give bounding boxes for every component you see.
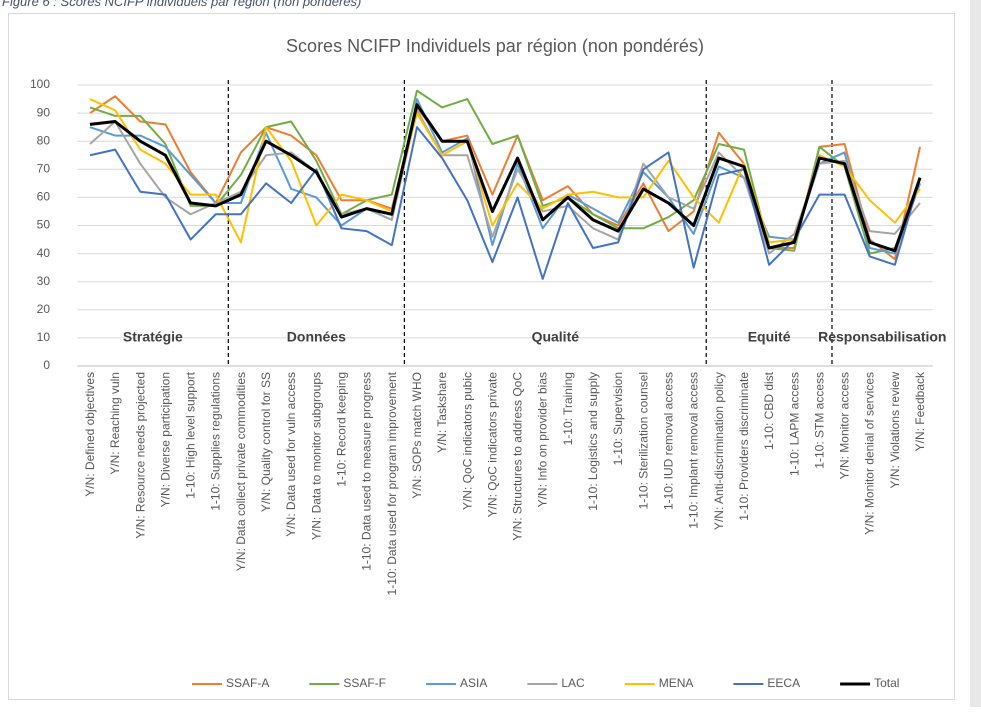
x-tick-label: 1-10: LAPM access xyxy=(787,372,801,476)
x-tick-label: 1-10: High level support xyxy=(184,371,198,498)
x-tick-label: Y/N: Data used for vuln access xyxy=(284,372,298,537)
x-tick-label: Y/N: Feedback xyxy=(913,371,927,451)
legend-label: SSAF-A xyxy=(226,676,269,690)
x-tick-label: 1-10: Supervision xyxy=(611,372,625,465)
y-tick-label: 90 xyxy=(37,105,51,119)
section-label: Equité xyxy=(748,329,791,345)
x-tick-label: Y/N: QoC indicators private xyxy=(485,372,499,518)
x-tick-label: Y/N: Monitor denial of services xyxy=(863,372,877,535)
chart-frame xyxy=(8,13,955,700)
y-tick-label: 30 xyxy=(37,274,51,288)
x-tick-label: 1-10: Sterilization counsel xyxy=(636,372,650,509)
x-tick-label: Y/N: Taskshare xyxy=(435,372,449,453)
y-tick-label: 60 xyxy=(37,190,51,204)
x-tick-label: 1-10: Training xyxy=(561,372,575,445)
x-tick-label: Y/N: Data to monitor subgroups xyxy=(309,372,323,540)
legend-label: SSAF-F xyxy=(343,676,386,690)
legend-label: Total xyxy=(874,676,899,690)
x-tick-label: 1-10: Logistics and supply xyxy=(586,372,600,511)
x-tick-label: Y/N: Resource needs projected xyxy=(133,372,147,539)
x-tick-label: Y/N: Monitor access xyxy=(838,372,852,479)
legend-label: EECA xyxy=(767,676,800,690)
x-tick-label: 1-10: Data used for program improvement xyxy=(385,371,399,595)
x-tick-label: Y/N: Reaching vuln xyxy=(108,372,122,475)
x-tick-label: 1-10: STM access xyxy=(812,372,826,469)
section-label: Qualité xyxy=(532,329,580,345)
caption: Figure 6 : Scores NCIFP individuels par … xyxy=(2,0,361,9)
legend-label: MENA xyxy=(659,676,694,690)
x-tick-label: Y/N: Diverse participation xyxy=(158,372,172,507)
x-tick-label: 1-10: CBD dist xyxy=(762,371,776,450)
x-tick-label: 1-10: IUD removal access xyxy=(661,372,675,510)
chart-title: Scores NCIFP Individuels par région (non… xyxy=(286,36,704,56)
x-tick-label: Y/N: Structures to address QoC xyxy=(511,372,525,541)
y-tick-label: 0 xyxy=(43,358,50,372)
y-tick-label: 50 xyxy=(37,218,51,232)
x-tick-label: 1-10: Record keeping xyxy=(335,372,349,487)
y-tick-label: 40 xyxy=(37,246,51,260)
x-tick-label: Y/N: Violations review xyxy=(888,372,902,489)
y-tick-label: 70 xyxy=(37,161,51,175)
x-tick-label: 1-10: Implant removal access xyxy=(687,372,701,529)
x-tick-label: Y/N: Info on provider bias xyxy=(536,372,550,507)
y-tick-label: 20 xyxy=(37,302,51,316)
series-line xyxy=(89,98,921,244)
scrollbar xyxy=(970,0,981,707)
x-tick-label: Y/N: Data collect private commodities xyxy=(234,372,248,571)
x-tick-label: Y/N: SOPs match WHO xyxy=(410,372,424,499)
legend-label: LAC xyxy=(561,676,585,690)
series-line xyxy=(89,103,922,253)
x-tick-label: 1-10: Providers discriminate xyxy=(737,372,751,521)
x-tick-label: 1-10: Data used to measure progress xyxy=(360,372,374,571)
series-line xyxy=(89,95,921,261)
y-tick-label: 10 xyxy=(37,330,51,344)
x-tick-label: Y/N: Anti-discrimination policy xyxy=(712,372,726,530)
section-label: Responsabilisation xyxy=(818,329,946,345)
x-tick-label: Y/N: Defined objectives xyxy=(83,372,97,497)
section-label: Stratégie xyxy=(123,329,183,345)
x-tick-label: Y/N: QoC indicators pubic xyxy=(460,372,474,510)
section-label: Données xyxy=(287,329,346,345)
x-tick-label: 1-10: Supplies regulations xyxy=(209,372,223,511)
series-line xyxy=(89,89,921,255)
y-tick-label: 100 xyxy=(30,77,50,91)
y-tick-label: 80 xyxy=(37,133,51,147)
series-line xyxy=(89,126,921,280)
x-tick-label: Y/N: Quality control for SS xyxy=(259,372,273,512)
legend-label: ASIA xyxy=(460,676,487,690)
